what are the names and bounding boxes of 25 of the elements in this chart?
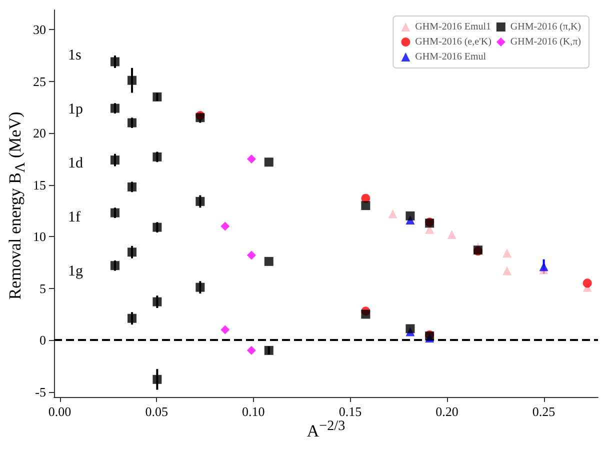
y-tick-label: 30 <box>33 22 46 38</box>
y-tick-label: 5 <box>40 280 46 296</box>
annotation: 1p <box>68 102 83 118</box>
x-tick-label: 0.20 <box>436 404 458 419</box>
annotation: 1d <box>68 156 84 172</box>
legend-label: GHM-2016 Emul1 <box>415 22 492 32</box>
x-tick-label: 0.25 <box>532 404 556 419</box>
legend-label: GHM-2016 Emul <box>415 52 486 62</box>
y-tick-label: 0 <box>40 332 46 348</box>
y-tick-label: 25 <box>33 74 46 89</box>
annotation: 1g <box>68 264 84 280</box>
y-tick-label: 15 <box>33 177 46 192</box>
x-axis-title: A$^{−2/3}$ <box>306 418 346 441</box>
x-tick-label: 0.15 <box>338 404 362 419</box>
legend-label: GHM-2016 (π,K) <box>510 22 582 32</box>
y-tick-label: -5 <box>35 384 46 400</box>
annotation: 1s <box>68 48 82 64</box>
legend-label: GHM-2016 (e,e'K) <box>415 36 492 48</box>
legend-label: GHM-2016 (K,π) <box>510 36 582 48</box>
annotation: 1f <box>68 210 80 226</box>
y-tick-label: 10 <box>33 229 46 244</box>
x-tick-label: 0.10 <box>242 404 265 419</box>
x-tick-label: 0.05 <box>145 404 168 419</box>
y-tick-label: 20 <box>33 126 46 141</box>
x-tick-label: 0.00 <box>48 404 72 419</box>
